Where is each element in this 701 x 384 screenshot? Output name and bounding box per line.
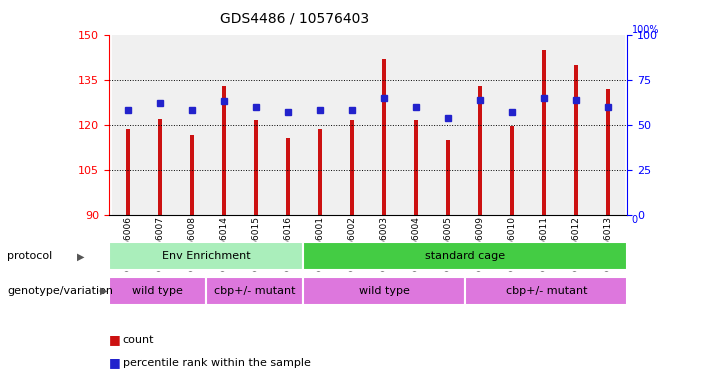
Bar [254,120,258,215]
Text: ▶: ▶ [77,251,84,262]
Bar [158,119,162,215]
Bar [606,89,610,215]
Text: ■: ■ [109,333,121,346]
Text: cbp+/- mutant: cbp+/- mutant [505,286,587,296]
Bar [208,35,240,215]
Bar [478,86,482,215]
Text: 0: 0 [632,215,638,225]
Bar [109,243,303,270]
Text: percentile rank within the sample: percentile rank within the sample [123,358,311,368]
Bar [432,35,464,215]
Bar [318,129,322,215]
Bar [222,86,226,215]
Bar [382,59,386,215]
Bar [303,243,627,270]
Bar [368,35,400,215]
Text: ▶: ▶ [100,286,107,296]
Bar [144,35,176,215]
Bar [542,50,546,215]
Bar [574,65,578,215]
Bar [286,138,290,215]
Bar [272,35,304,215]
Bar [222,86,226,215]
Text: GDS4486 / 10576403: GDS4486 / 10576403 [220,12,369,25]
Bar [303,277,465,305]
Bar [574,65,578,215]
Bar [606,89,610,215]
Bar [528,35,560,215]
Bar [126,129,130,215]
Bar [109,277,206,305]
Bar [112,35,144,215]
Bar [176,35,208,215]
Text: genotype/variation: genotype/variation [7,286,113,296]
Text: 100%: 100% [632,25,659,35]
Bar [286,138,290,215]
Bar [464,35,496,215]
Text: ■: ■ [109,356,121,369]
Text: Env Enrichment: Env Enrichment [162,251,250,262]
Bar [336,35,368,215]
Bar [496,35,528,215]
Bar [510,126,514,215]
Bar [254,120,258,215]
Bar [560,35,592,215]
Bar [206,277,303,305]
Bar [304,35,336,215]
Bar [382,59,386,215]
Text: wild type: wild type [359,286,409,296]
Text: protocol: protocol [7,251,53,262]
Bar [478,86,482,215]
Bar [350,120,354,215]
Bar [158,119,162,215]
Bar [240,35,272,215]
Bar [446,140,450,215]
Bar [318,129,322,215]
Bar [414,120,418,215]
Bar [400,35,432,215]
Bar [510,126,514,215]
Bar [465,277,627,305]
Bar [190,135,194,215]
Text: standard cage: standard cage [426,251,505,262]
Text: cbp+/- mutant: cbp+/- mutant [214,286,295,296]
Bar [126,129,130,215]
Text: count: count [123,335,154,345]
Bar [414,120,418,215]
Bar [446,140,450,215]
Bar [190,135,194,215]
Text: wild type: wild type [132,286,183,296]
Bar [592,35,624,215]
Bar [350,120,354,215]
Bar [542,50,546,215]
